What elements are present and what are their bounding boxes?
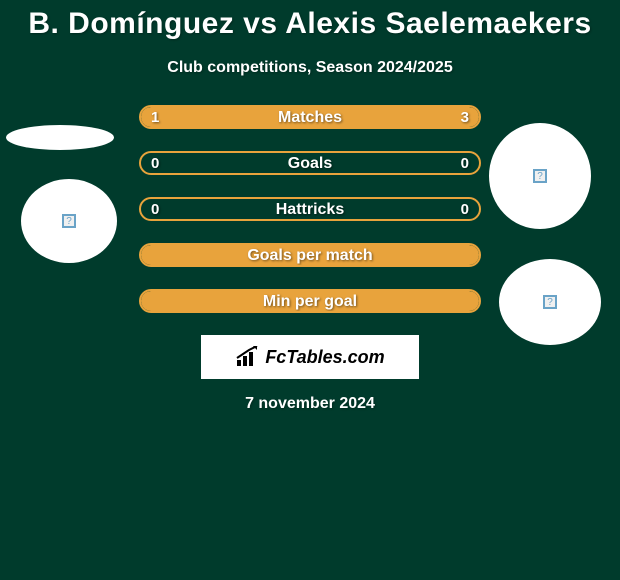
placeholder-icon: ?	[543, 295, 557, 309]
brand-badge: FcTables.com	[201, 335, 419, 379]
bar-label: Min per goal	[141, 291, 479, 311]
bar-value-right: 0	[461, 153, 469, 173]
avatar-shadow-left	[6, 125, 114, 150]
placeholder-icon: ?	[62, 214, 76, 228]
bar-value-left: 0	[151, 153, 159, 173]
avatar-right-2: ?	[499, 259, 601, 345]
bar-label: Goals	[141, 153, 479, 173]
brand-text: FcTables.com	[265, 347, 384, 368]
stat-bars: Matches13Goals00Hattricks00Goals per mat…	[139, 105, 481, 313]
chart-icon	[235, 346, 261, 368]
subtitle: Club competitions, Season 2024/2025	[0, 59, 620, 77]
bar-value-right: 3	[461, 107, 469, 127]
bar-value-left: 0	[151, 199, 159, 219]
avatar-left: ?	[21, 179, 117, 263]
stat-bar: Goals per match	[139, 243, 481, 267]
placeholder-icon: ?	[533, 169, 547, 183]
stat-bar: Min per goal	[139, 289, 481, 313]
avatar-right-1: ?	[489, 123, 591, 229]
bar-label: Hattricks	[141, 199, 479, 219]
page-title: B. Domínguez vs Alexis Saelemaekers	[0, 7, 620, 41]
stat-bar: Hattricks0 0	[139, 197, 481, 221]
date-text: 7 november 2024	[0, 395, 620, 413]
bar-label: Matches	[141, 107, 479, 127]
stat-bar: Goals0 0	[139, 151, 481, 175]
bar-value-right: 0	[461, 199, 469, 219]
stat-bar: Matches1 3	[139, 105, 481, 129]
bar-value-left: 1	[151, 107, 159, 127]
bar-label: Goals per match	[141, 245, 479, 265]
comparison-infographic: B. Domínguez vs Alexis Saelemaekers Club…	[0, 0, 620, 580]
